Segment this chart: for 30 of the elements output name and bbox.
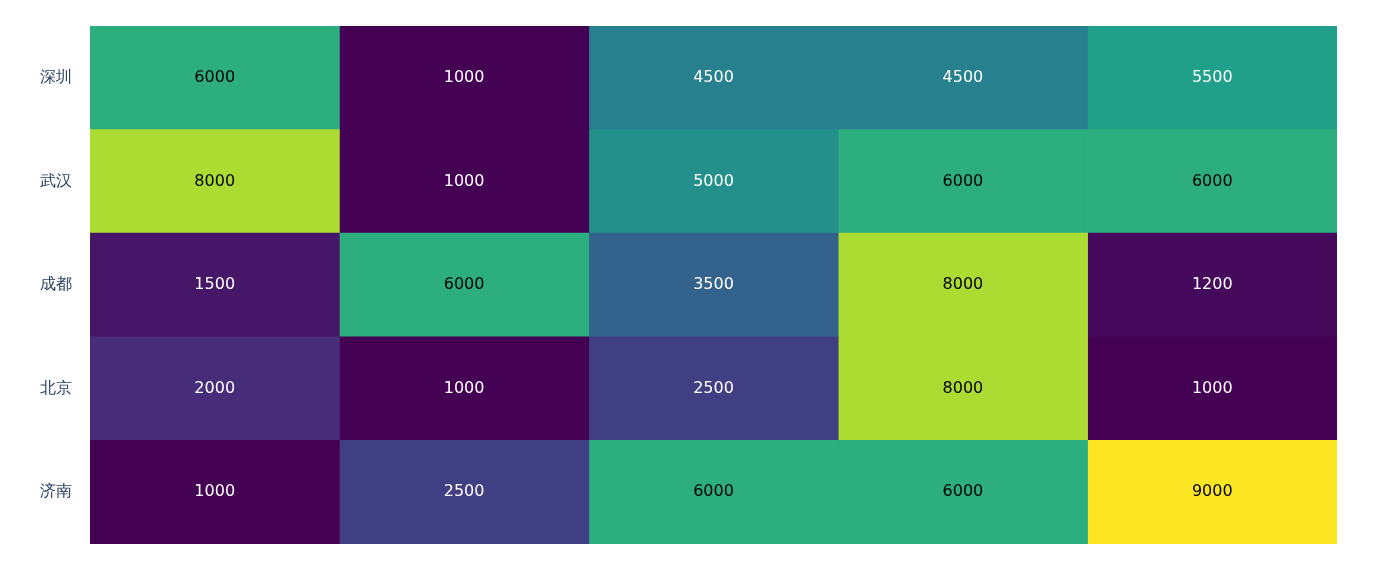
y-tick-label: 武汉 <box>40 170 72 190</box>
data-label: 1000 <box>443 170 485 190</box>
data-label: 6000 <box>693 481 734 501</box>
data-label: 1000 <box>443 66 485 86</box>
data-label: 4500 <box>942 66 984 86</box>
data-label: 8000 <box>194 170 236 190</box>
data-label: 6000 <box>942 170 984 190</box>
data-label: 6000 <box>443 274 485 294</box>
data-label: 1000 <box>194 481 236 501</box>
y-tick-label: 济南 <box>40 481 72 501</box>
data-label: 3500 <box>693 274 734 294</box>
y-tick-label: 深圳 <box>40 66 72 86</box>
data-label: 1200 <box>1191 274 1233 294</box>
data-label: 2500 <box>693 377 734 397</box>
data-label: 6000 <box>942 481 984 501</box>
data-label: 9000 <box>1191 481 1233 501</box>
data-label: 6000 <box>1191 170 1233 190</box>
data-label: 2500 <box>443 481 485 501</box>
data-label: 8000 <box>942 377 984 397</box>
data-label: 6000 <box>194 66 236 86</box>
y-tick-label: 成都 <box>40 274 72 294</box>
y-tick-label: 北京 <box>40 377 72 397</box>
data-label: 1000 <box>443 377 485 397</box>
data-label: 1000 <box>1191 377 1233 397</box>
data-label: 5000 <box>693 170 734 190</box>
data-label: 8000 <box>942 274 984 294</box>
data-label: 2000 <box>194 377 236 397</box>
data-label: 5500 <box>1191 66 1233 86</box>
data-label: 1500 <box>194 274 236 294</box>
data-label: 4500 <box>693 66 734 86</box>
